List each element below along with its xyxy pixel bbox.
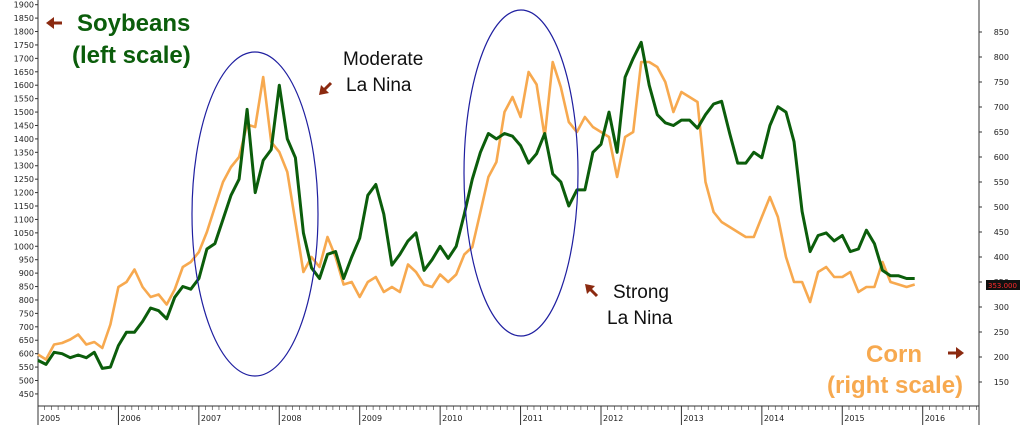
x-axis: 2005 2006 2007 2008 2009 2010 2011 2012 2013 2014…	[37, 405, 979, 425]
left-tick-label: 1350	[14, 148, 34, 157]
left-tick-label: 850	[19, 283, 34, 292]
left-tick-label: 450	[19, 390, 34, 399]
soybeans-series-line	[37, 40, 915, 370]
left-tick-label: 1800	[14, 28, 34, 37]
right-tick-label: 450	[994, 228, 1009, 237]
x-tick-label: 2011	[523, 414, 543, 423]
left-tick-label: 1850	[14, 14, 34, 23]
soybeans-arrow-icon	[46, 17, 62, 29]
left-tick-label: 500	[19, 376, 34, 385]
x-tick-label: 2010	[442, 414, 462, 423]
corn-series-line	[37, 60, 916, 361]
right-tick-label: 200	[994, 353, 1009, 362]
x-tick-label: 2008	[281, 414, 301, 423]
strong-label: Strong	[613, 282, 669, 303]
x-tick-label: 2006	[120, 414, 140, 423]
strong-la-nina-label: La Nina	[607, 308, 673, 329]
right-tick-label: 500	[994, 203, 1009, 212]
left-tick-label: 700	[19, 323, 34, 332]
left-tick-label: 1150	[14, 202, 34, 211]
left-tick-label: 1200	[14, 189, 34, 198]
right-tick-label: 550	[994, 178, 1009, 187]
x-tick-label: 2009	[362, 414, 382, 423]
left-tick-label: 900	[19, 269, 34, 278]
corn-scale-label: (right scale)	[827, 372, 963, 399]
left-tick-label: 1900	[14, 1, 34, 10]
right-tick-label: 300	[994, 303, 1009, 312]
corn-label: Corn	[866, 341, 922, 368]
left-tick-label: 1100	[14, 215, 34, 224]
strong-la-nina-ellipse	[463, 9, 579, 337]
moderate-la-nina-ellipse	[191, 51, 319, 377]
left-tick-label: 950	[19, 256, 34, 265]
left-tick-label: 1600	[14, 81, 34, 90]
right-tick-label: 600	[994, 153, 1009, 162]
soybeans-label: Soybeans	[77, 10, 190, 37]
last-value-box	[986, 280, 1020, 290]
left-tick-label: 1450	[14, 121, 34, 130]
left-tick-label: 1400	[14, 135, 34, 144]
strong-arrow-icon	[585, 284, 599, 298]
right-tick-label: 750	[994, 78, 1009, 87]
x-tick-label: 2015	[844, 414, 864, 423]
left-tick-label: 600	[19, 350, 34, 359]
left-tick-label: 800	[19, 296, 34, 305]
left-tick-label: 1500	[14, 108, 34, 117]
soybeans-scale-label: (left scale)	[72, 42, 191, 69]
left-tick-label: 1700	[14, 54, 34, 63]
right-tick-label: 400	[994, 253, 1009, 262]
left-axis: 450 500 550 600 650 700 750 800 850 900 950 1000 105…	[14, 0, 39, 425]
left-tick-label: 550	[19, 363, 34, 372]
right-tick-label: 700	[994, 103, 1009, 112]
right-tick-label: 650	[994, 128, 1009, 137]
moderate-arrow-icon	[319, 81, 333, 95]
left-tick-label: 650	[19, 336, 34, 345]
x-tick-label: 2005	[40, 414, 60, 423]
left-tick-label: 1050	[14, 229, 34, 238]
left-tick-label: 1650	[14, 68, 34, 77]
right-axis: 1502002503003504004505005506006507007508…	[978, 0, 1009, 425]
left-tick-label: 1250	[14, 175, 34, 184]
x-tick-label: 2013	[683, 414, 703, 423]
left-tick-label: 1300	[14, 162, 34, 171]
x-tick-label: 2014	[764, 414, 784, 423]
right-tick-label: 150	[994, 378, 1009, 387]
left-tick-label: 1750	[14, 41, 34, 50]
moderate-label: Moderate	[343, 49, 423, 70]
x-tick-label: 2012	[603, 414, 623, 423]
right-tick-label: 850	[994, 28, 1009, 37]
right-tick-label: 800	[994, 53, 1009, 62]
right-tick-label: 250	[994, 328, 1009, 337]
left-tick-label: 750	[19, 309, 34, 318]
left-tick-label: 1550	[14, 95, 34, 104]
corn-arrow-icon	[948, 347, 964, 359]
moderate-la-nina-label: La Nina	[346, 75, 412, 96]
left-tick-label: 1000	[14, 242, 34, 251]
plot-area	[37, 40, 916, 370]
x-tick-label: 2016	[925, 414, 945, 423]
x-tick-label: 2007	[201, 414, 221, 423]
last-value-label: 353.000	[988, 282, 1017, 290]
